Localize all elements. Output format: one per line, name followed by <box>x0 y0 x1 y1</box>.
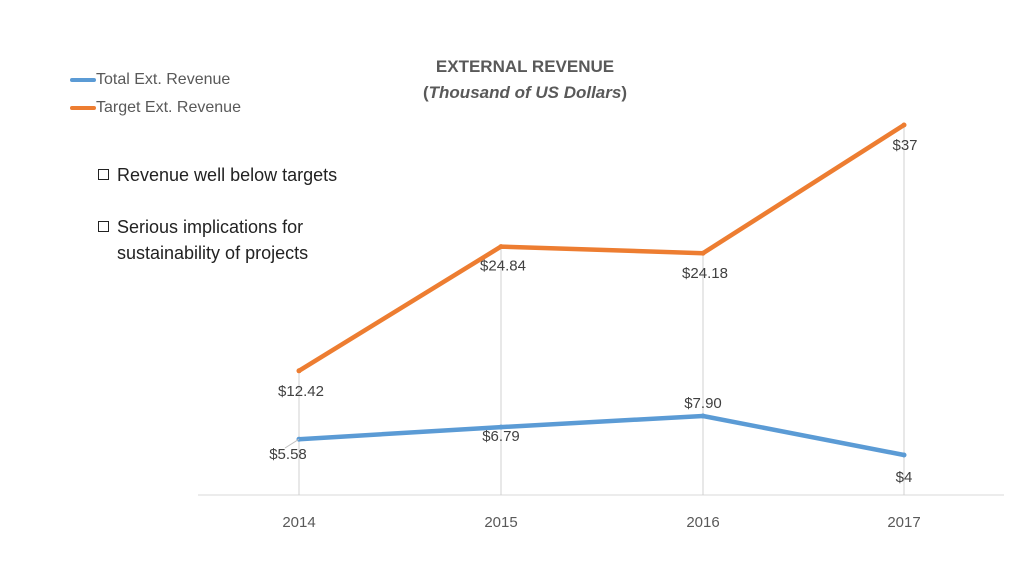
data-point-total <box>901 452 907 458</box>
label-leader-line <box>284 438 300 449</box>
bullet-text: Revenue well below targets <box>117 165 338 185</box>
legend-label-target: Target Ext. Revenue <box>96 99 241 116</box>
data-label-target: $24.18 <box>682 265 728 282</box>
x-tick-label: 2015 <box>484 514 517 531</box>
series-line-target <box>296 122 907 374</box>
data-point-total <box>498 424 504 430</box>
subtitle-open-paren: ( <box>422 83 429 102</box>
data-point-target <box>296 368 302 374</box>
x-tick-label: 2016 <box>686 514 719 531</box>
data-label-total: $6.79 <box>482 428 520 445</box>
subtitle-close-paren: ) <box>621 83 628 102</box>
data-point-target <box>700 250 706 256</box>
data-point-total <box>700 413 706 419</box>
bullet-text: Serious implications for sustainability … <box>117 217 309 263</box>
legend-item-total: Total Ext. Revenue <box>70 66 241 94</box>
bullet-list: Revenue well below targets Serious impli… <box>96 162 366 292</box>
subtitle-units: Thousand of US Dollars <box>428 83 622 102</box>
chart-subtitle: (Thousand of US Dollars) <box>360 80 690 106</box>
chart-legend: Total Ext. Revenue Target Ext. Revenue <box>70 66 241 122</box>
data-label-target: $12.42 <box>278 383 324 400</box>
data-label-target: $24.84 <box>480 258 526 275</box>
legend-item-target: Target Ext. Revenue <box>70 94 241 122</box>
data-point-target <box>901 122 907 128</box>
bullet-item: Revenue well below targets <box>96 162 366 188</box>
data-label-total: $4 <box>896 469 913 486</box>
x-tick-label: 2014 <box>282 514 315 531</box>
checkbox-icon <box>98 169 109 180</box>
data-label-target: $37 <box>892 137 917 154</box>
data-point-target <box>498 244 504 250</box>
chart-title: EXTERNAL REVENUE <box>435 57 615 76</box>
bullet-item: Serious implications for sustainability … <box>96 214 366 266</box>
legend-swatch-total <box>70 78 96 82</box>
data-label-total: $7.90 <box>684 395 722 412</box>
x-tick-label: 2017 <box>887 514 920 531</box>
legend-label-total: Total Ext. Revenue <box>96 71 231 88</box>
chart-title-block: EXTERNAL REVENUE (Thousand of US Dollars… <box>360 54 690 106</box>
series-line-total <box>296 413 907 458</box>
data-label-total: $5.58 <box>269 446 307 463</box>
checkbox-icon <box>98 221 109 232</box>
legend-swatch-target <box>70 106 96 110</box>
